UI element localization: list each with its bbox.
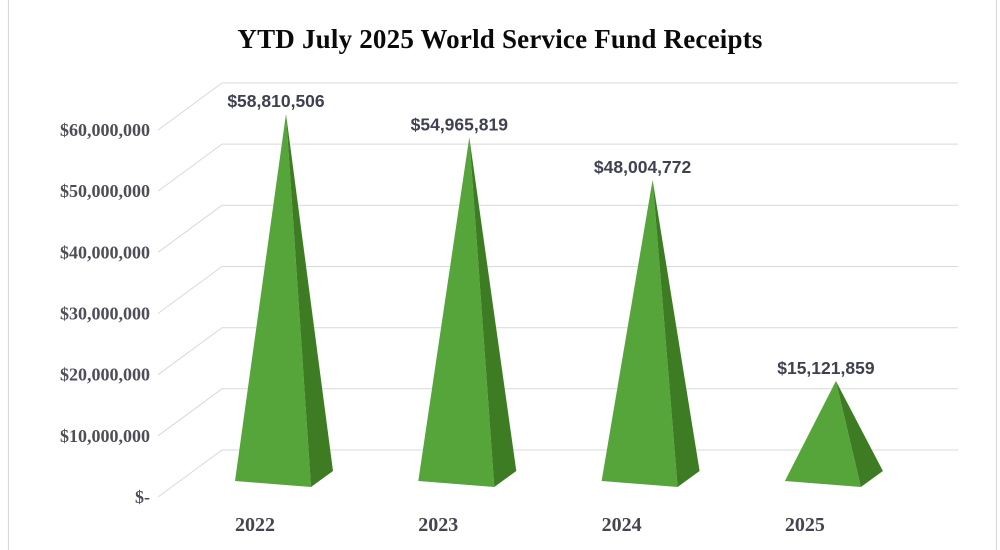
- gridline: [157, 143, 958, 192]
- gridline: [157, 327, 958, 376]
- gridline: [157, 449, 958, 498]
- gridline: [157, 266, 958, 314]
- y-axis-tick-label: $30,000,000: [60, 304, 150, 324]
- category-label-2024: 2024: [602, 514, 642, 536]
- data-label-2025: $15,121,859: [777, 358, 875, 378]
- data-label-2022: $58,810,506: [227, 91, 325, 111]
- pyramid-side-face-2024: [652, 179, 700, 487]
- gridline: [157, 204, 958, 253]
- y-axis-tick-label: $20,000,000: [60, 365, 150, 385]
- y-axis-tick-label: $-: [135, 487, 150, 507]
- gridline: [157, 82, 958, 131]
- y-axis-tick-label: $10,000,000: [60, 426, 150, 446]
- gridline: [157, 388, 958, 437]
- pyramid-side-face-2022: [286, 113, 333, 488]
- pyramid-front-face-2023: [418, 137, 495, 488]
- pyramid-front-face-2022: [235, 113, 311, 488]
- y-axis-tick-label: $50,000,000: [60, 181, 150, 201]
- category-label-2023: 2023: [418, 514, 458, 536]
- category-label-2022: 2022: [235, 514, 275, 536]
- y-axis-tick-label: $40,000,000: [60, 242, 150, 262]
- data-label-2024: $48,004,772: [594, 157, 692, 177]
- y-axis-tick-label: $60,000,000: [60, 120, 150, 140]
- pyramid-front-face-2024: [601, 179, 678, 487]
- pyramid-front-face-2025: [784, 381, 861, 487]
- pyramid-side-face-2023: [469, 137, 517, 488]
- pyramid-side-face-2025: [835, 381, 883, 487]
- chart-title: YTD July 2025 World Service Fund Receipt…: [237, 24, 763, 54]
- data-label-2023: $54,965,819: [411, 114, 509, 134]
- category-label-2025: 2025: [785, 514, 825, 536]
